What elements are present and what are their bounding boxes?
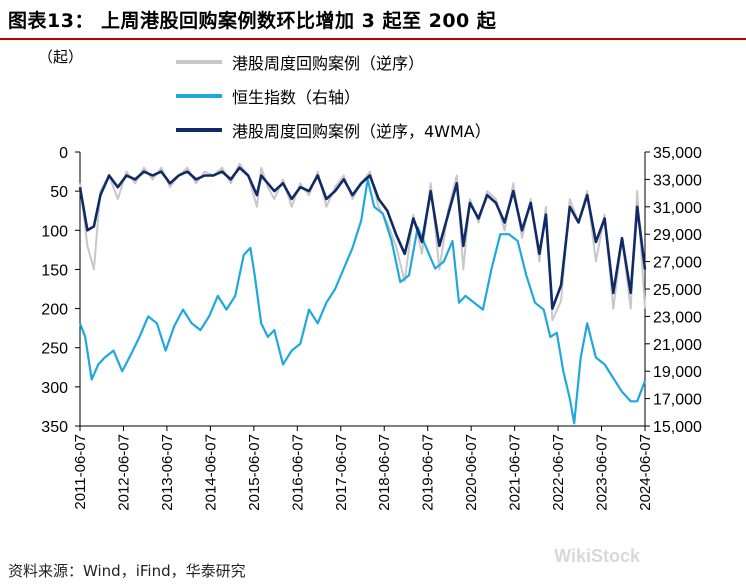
right-tick-label: 29,000: [653, 227, 702, 244]
x-tick-label: 2019-06-07: [420, 434, 437, 511]
x-tick-label: 2017-06-07: [333, 434, 350, 511]
legend-item-buybacks: 港股周度回购案例（逆序）: [176, 45, 491, 79]
x-tick-label: 2023-06-07: [594, 434, 611, 511]
right-tick-label: 23,000: [653, 309, 702, 326]
right-tick-label: 33,000: [653, 172, 702, 189]
right-tick-label: 15,000: [653, 419, 702, 436]
watermark: WikiStock: [554, 546, 641, 566]
x-tick-label: 2014-06-07: [202, 434, 219, 511]
x-tick-label: 2012-06-07: [115, 434, 132, 511]
series-buybacks-4wma-line: [78, 166, 647, 310]
right-tick-label: 35,000: [653, 145, 702, 162]
series-hsi-line: [78, 178, 647, 425]
right-tick-label: 17,000: [653, 392, 702, 409]
x-tick-label: 2022-06-07: [550, 434, 567, 511]
x-tick-label: 2021-06-07: [507, 434, 524, 511]
right-tick-label: 19,000: [653, 364, 702, 381]
left-tick-label: 300: [41, 380, 68, 397]
x-tick-label: 2018-06-07: [376, 434, 393, 511]
x-tick-label: 2016-06-07: [289, 434, 306, 511]
title-rule: [0, 38, 746, 40]
left-tick-label: 100: [41, 223, 68, 240]
x-tick-label: 2024-06-07: [637, 434, 654, 511]
x-tick-label: 2013-06-07: [159, 434, 176, 511]
legend-swatch-4wma: [176, 128, 222, 132]
source-note: 资料来源：Wind，iFind，华泰研究: [8, 562, 246, 580]
legend-item-4wma: 港股周度回购案例（逆序，4WMA）: [176, 113, 491, 147]
legend-item-hsi: 恒生指数（右轴）: [176, 79, 491, 113]
left-tick-label: 0: [59, 145, 68, 162]
legend-swatch-hsi: [176, 94, 222, 98]
left-axis-unit: （起）: [38, 48, 84, 66]
legend: 港股周度回购案例（逆序） 恒生指数（右轴） 港股周度回购案例（逆序，4WMA）: [176, 45, 491, 147]
right-tick-label: 21,000: [653, 337, 702, 354]
left-tick-label: 150: [41, 262, 68, 279]
x-tick-label: 2020-06-07: [463, 434, 480, 511]
left-tick-label: 50: [50, 184, 68, 201]
left-tick-label: 200: [41, 302, 68, 319]
x-tick-label: 2011-06-07: [72, 434, 89, 510]
left-tick-label: 350: [41, 419, 68, 436]
right-tick-label: 27,000: [653, 255, 702, 272]
right-tick-label: 31,000: [653, 200, 702, 217]
legend-label-hsi: 恒生指数（右轴）: [232, 88, 361, 107]
right-tick-label: 25,000: [653, 282, 702, 299]
legend-label-4wma: 港股周度回购案例（逆序，4WMA）: [232, 122, 491, 141]
left-tick-label: 250: [41, 341, 68, 358]
series-buybacks-line: [79, 162, 646, 322]
figure-title: 图表13： 上周港股回购案例数环比增加 3 起至 200 起: [8, 10, 497, 32]
legend-swatch-buybacks: [176, 60, 222, 64]
legend-label-buybacks: 港股周度回购案例（逆序）: [232, 54, 425, 73]
x-tick-label: 2015-06-07: [246, 434, 263, 511]
